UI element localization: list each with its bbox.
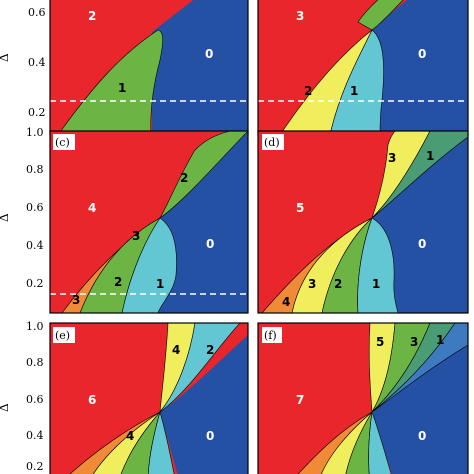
panel-e-label-4-lower: 4 [126,429,134,443]
panel-e-ytick-0.2: 0.2 [26,460,44,473]
region-navy [160,335,248,474]
panel-f-tag-box [262,327,282,343]
panel-c-tag-box [53,134,75,150]
panel-a-ytick-0.2: 0.2 [28,106,46,119]
region-blue2 [371,323,468,413]
panel-d-tag: (d) [264,136,280,149]
panel-f-label-0: 0 [418,429,426,443]
y-axis-label-bottom: Δ [0,403,11,412]
panel-d-label-1-lower: 1 [372,277,380,291]
region-cyan-lower [148,410,175,474]
panel-e-frame [49,322,249,474]
panel-b-label-0: 0 [418,47,426,61]
panel-b-label-1: 1 [350,84,358,98]
panel-d [258,131,468,313]
region-cyan-lower [368,411,392,474]
panel-c-label-3-upper: 3 [132,229,140,243]
panel-b-label-3: 3 [296,9,304,23]
panel-e-ytick-0.6: 0.6 [26,393,44,406]
panel-c-label-3-lower: 3 [72,293,80,307]
region-green [57,29,164,135]
region-navy [158,131,248,313]
panel-d-label-4: 4 [282,295,290,309]
y-axis-label-middle: Δ [0,213,11,222]
panel-c-frame [49,130,249,314]
panel-a [50,0,248,135]
panel-d-label-3-lower: 3 [308,277,316,291]
panel-f-label-3: 3 [410,335,418,349]
panel-d-label-3-upper: 3 [388,151,396,165]
panel-c-label-4: 4 [88,201,96,215]
panel-c-label-1: 1 [156,277,164,291]
panel-c-tag: (c) [55,136,70,149]
panel-c-ytick-0.8: 0.8 [26,163,44,176]
panel-d-tag-box [262,134,284,150]
panel-b-label-2: 2 [304,84,312,98]
panel-e-label-2: 2 [206,343,214,357]
panel-e-label-6: 6 [88,393,96,407]
panel-f [258,323,468,474]
panel-a-ytick-0.4: 0.4 [28,56,46,69]
region-cyan [329,29,384,135]
region-navy [372,345,468,474]
panel-d-label-2: 2 [334,277,342,291]
panel-b [258,0,468,135]
panel-f-frame [257,322,469,474]
panel-e [50,323,248,474]
panel-a-label-2: 2 [88,9,96,23]
panel-a-label-0: 0 [205,47,213,61]
panel-d-label-0: 0 [418,237,426,251]
panel-c-label-0: 0 [206,237,214,251]
panel-f-label-7: 7 [296,393,304,407]
panel-c-label-2-lower: 2 [114,275,122,289]
y-axis-label-top: Δ [0,53,11,62]
panel-c-ytick-0.2: 0.2 [26,277,44,290]
panel-c-ytick-0.6: 0.6 [26,201,44,214]
panel-e-tag: (e) [55,329,70,342]
region-seagreen [371,131,468,219]
region-navy [372,135,468,313]
panel-e-tag-box [53,327,75,343]
panel-a-label-1: 1 [118,81,126,95]
panel-a-ytick-0.6: 0.6 [28,6,46,19]
panel-e-ytick-1.0: 1.0 [26,320,44,333]
panel-e-label-4-upper: 4 [172,343,180,357]
region-navy [372,0,468,135]
panel-c-ytick-0.4: 0.4 [26,239,44,252]
panel-d-label-5: 5 [296,201,304,215]
panel-d-frame [257,130,469,314]
panel-f-label-5: 5 [376,335,384,349]
panel-e-ytick-0.8: 0.8 [26,356,44,369]
panel-f-tag: (f) [264,329,277,342]
region-green-upper [159,131,248,219]
panel-e-ytick-0.4: 0.4 [26,429,44,442]
panel-d-label-1-upper: 1 [426,149,434,163]
panel-e-label-0: 0 [206,429,214,443]
region-green [357,0,404,31]
panel-f-label-1: 1 [436,333,444,347]
region-cyan [357,217,399,313]
region-cyan [121,217,177,313]
panel-c-ytick-1.0: 1.0 [26,126,44,139]
panel-c [50,131,248,313]
panel-c-label-2-upper: 2 [180,171,188,185]
